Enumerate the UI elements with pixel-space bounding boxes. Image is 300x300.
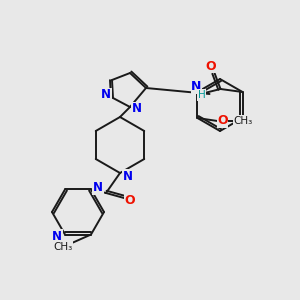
- Text: CH₃: CH₃: [234, 116, 253, 126]
- Text: O: O: [125, 194, 135, 206]
- Text: N: N: [191, 80, 202, 94]
- Text: N: N: [93, 181, 103, 194]
- Text: O: O: [205, 59, 216, 73]
- Text: N: N: [123, 169, 133, 182]
- Text: CH₃: CH₃: [53, 242, 73, 251]
- Text: N: N: [101, 88, 111, 101]
- Text: N: N: [132, 103, 142, 116]
- Text: H: H: [198, 90, 206, 100]
- Text: O: O: [217, 115, 228, 128]
- Text: N: N: [52, 230, 62, 243]
